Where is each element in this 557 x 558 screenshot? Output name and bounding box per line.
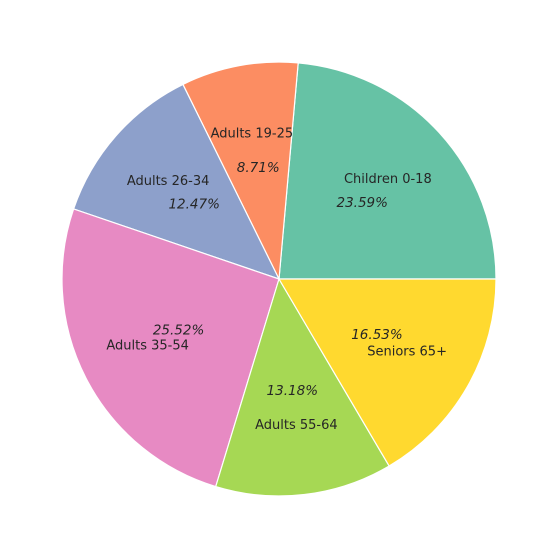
slice-label-adults-19-25: Adults 19-25 [211,126,294,141]
slice-label-adults-26-34: Adults 26-34 [127,174,210,189]
percent-label-children-0-18: 23.59% [337,195,388,211]
percent-label-adults-35-54: 25.52% [153,322,204,338]
pie-slice-children-0-18 [278,62,497,280]
pie-slice-adults-26-34 [72,83,281,281]
slice-label-adults-55-64: Adults 55-64 [255,418,338,433]
slice-label-seniors-65: Seniors 65+ [367,345,447,360]
percent-label-adults-55-64: 13.18% [267,383,318,399]
pie-slice-adults-19-25 [182,61,299,282]
pie-slice-adults-55-64 [214,277,390,497]
slices-layer [61,61,497,497]
slice-label-adults-35-54: Adults 35-54 [106,339,189,354]
percent-label-adults-19-25: 8.71% [237,160,280,176]
percent-label-adults-26-34: 12.47% [168,197,219,213]
pie-slice-adults-35-54 [61,208,280,488]
labels-layer: Children 0-18 23.59% Adults 19-25 8.71% Adul… [106,126,447,433]
pie-slice-seniors-65 [277,278,497,467]
percent-label-seniors-65: 16.53% [351,327,402,343]
slice-label-children-0-18: Children 0-18 [344,172,432,187]
